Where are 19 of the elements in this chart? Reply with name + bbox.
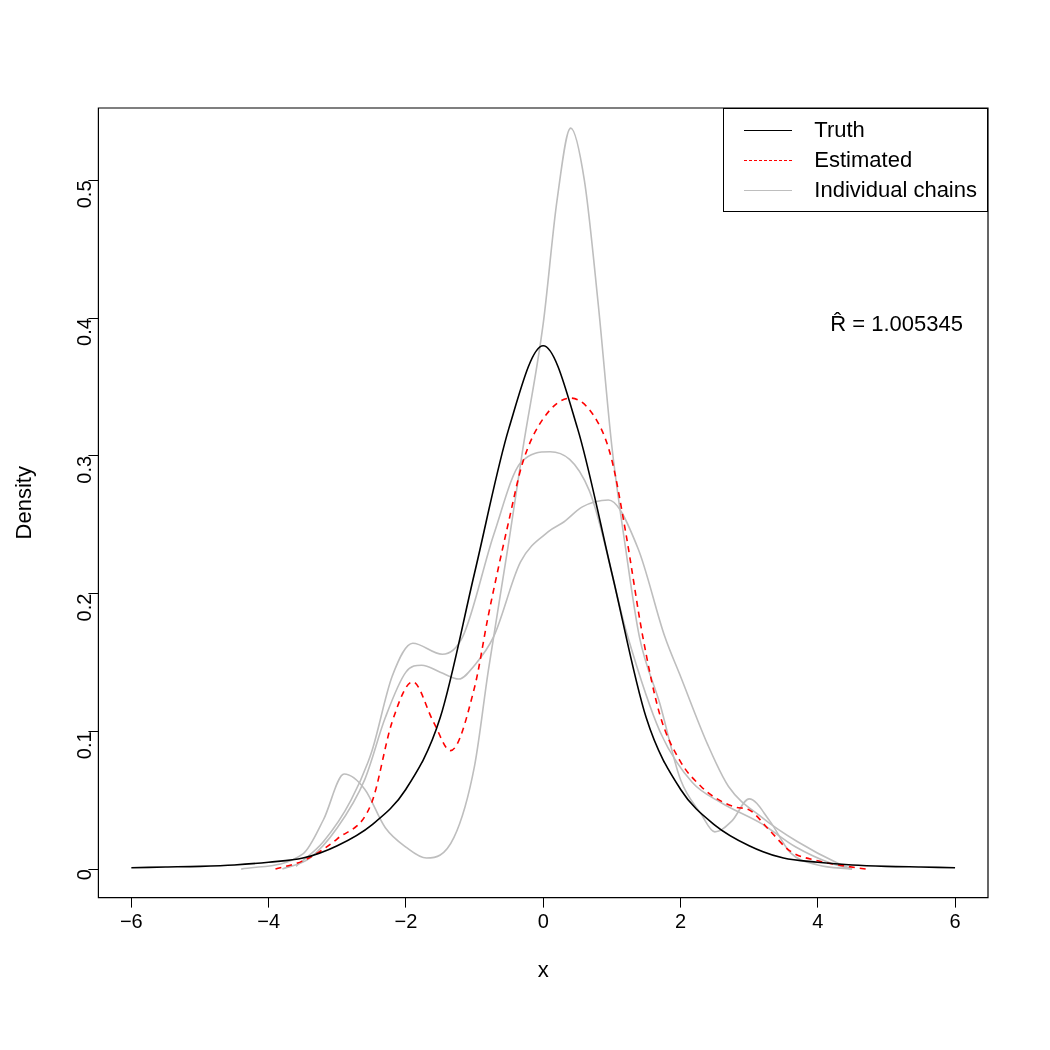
x-tick-label: −6 xyxy=(119,910,143,933)
x-tick-label: 6 xyxy=(949,910,961,933)
legend-label: Individual chains xyxy=(814,176,977,204)
y-tick-label: 0 xyxy=(72,869,95,881)
y-tick-label: 0.3 xyxy=(72,455,95,484)
y-tick-label: 0.5 xyxy=(72,180,95,209)
y-tick-label: 0.1 xyxy=(72,731,95,760)
x-tick-label: 0 xyxy=(537,910,549,933)
x-tick-label: −4 xyxy=(257,910,281,933)
x-axis-title: x xyxy=(537,956,549,982)
x-tick-label: −2 xyxy=(394,910,418,933)
y-tick-label: 0.2 xyxy=(72,593,95,622)
y-tick-label: 0.4 xyxy=(72,318,95,346)
annotation: R̂ = 1.005345 xyxy=(830,311,963,337)
y-axis-title: Density xyxy=(11,466,37,540)
x-tick-label: 4 xyxy=(812,910,824,933)
x-tick-label: 2 xyxy=(674,910,687,933)
legend-label: Truth xyxy=(814,116,865,144)
legend-label: Estimated xyxy=(814,146,913,174)
